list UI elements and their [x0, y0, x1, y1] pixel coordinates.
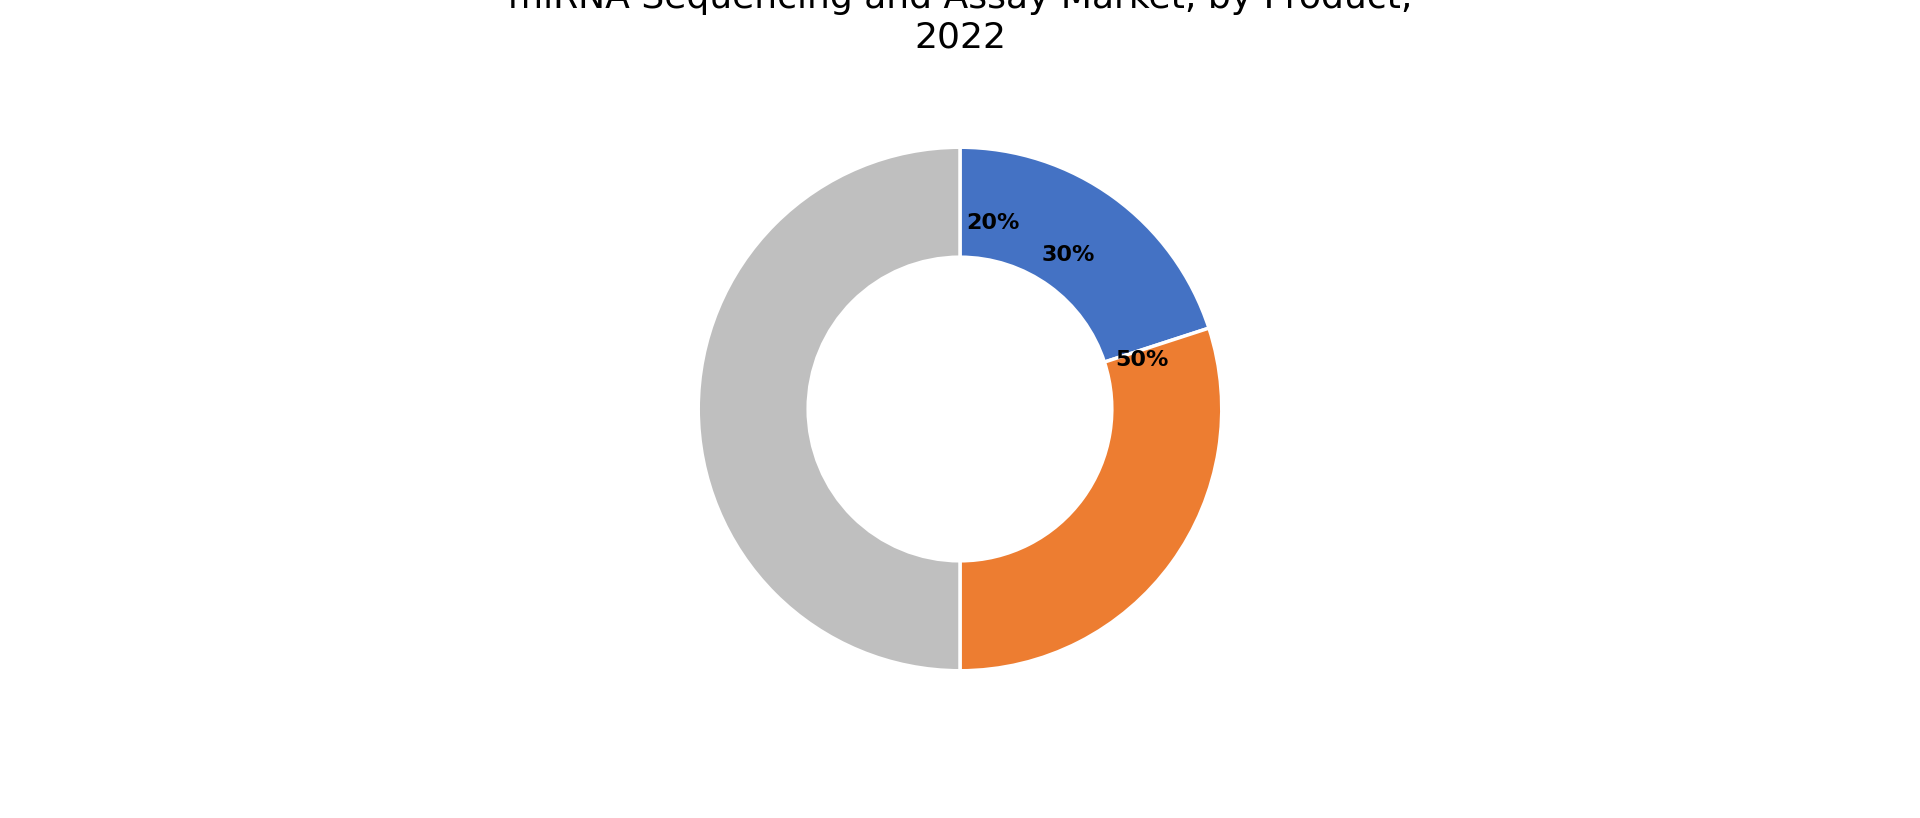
Title: miRNA Sequencing and Assay Market, by Product,
2022: miRNA Sequencing and Assay Market, by Pr…	[507, 0, 1413, 54]
Text: 20%: 20%	[966, 213, 1020, 233]
Wedge shape	[960, 328, 1221, 671]
Wedge shape	[699, 147, 960, 671]
Wedge shape	[960, 147, 1210, 362]
Text: 50%: 50%	[1116, 350, 1169, 371]
Text: 30%: 30%	[1041, 245, 1094, 264]
